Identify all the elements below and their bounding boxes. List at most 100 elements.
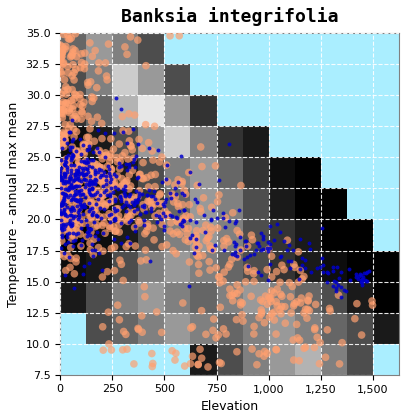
Point <box>99 323 106 330</box>
Point <box>67 175 74 182</box>
Point <box>283 247 290 254</box>
Point <box>197 208 204 215</box>
Point <box>102 186 109 193</box>
Point <box>98 178 105 185</box>
Point <box>328 283 335 290</box>
Point <box>145 145 152 152</box>
Point <box>102 175 109 181</box>
Point <box>90 156 96 163</box>
Point <box>67 147 73 154</box>
Point <box>61 193 67 200</box>
Point <box>143 257 149 263</box>
Point <box>177 153 184 160</box>
Point <box>141 206 147 213</box>
Point <box>126 198 132 205</box>
Point <box>136 171 143 178</box>
Point <box>135 326 141 333</box>
Point <box>67 181 73 188</box>
Point <box>59 114 65 121</box>
Point <box>209 327 216 334</box>
Point <box>115 205 121 212</box>
Point <box>202 222 209 228</box>
Point <box>100 183 106 189</box>
Point <box>74 188 81 195</box>
Point <box>129 199 135 206</box>
Point <box>132 222 138 229</box>
Point <box>109 176 115 183</box>
Point <box>105 341 112 347</box>
Point <box>106 197 113 204</box>
Point <box>72 152 78 159</box>
Point <box>85 163 92 169</box>
Point <box>87 196 94 203</box>
Point <box>156 159 162 165</box>
Point <box>60 99 66 105</box>
Point <box>99 171 106 178</box>
Point <box>170 231 176 237</box>
Point <box>118 163 124 169</box>
Point <box>231 290 237 297</box>
Point <box>57 207 64 214</box>
Point <box>315 360 322 367</box>
Point <box>126 219 132 226</box>
Point <box>112 196 118 202</box>
Point <box>75 215 81 222</box>
Point <box>74 168 80 175</box>
Point <box>232 218 239 225</box>
Point <box>65 193 71 200</box>
Point <box>72 170 79 176</box>
Point <box>294 335 300 341</box>
Point <box>97 197 104 204</box>
Point <box>64 130 70 136</box>
Point <box>102 202 108 208</box>
Point <box>259 298 265 305</box>
Point <box>87 178 93 185</box>
Point <box>85 143 92 150</box>
Point <box>58 222 64 229</box>
Point <box>286 241 292 248</box>
Point <box>62 100 68 107</box>
Point <box>135 195 141 202</box>
Point <box>92 247 98 253</box>
Point <box>144 223 151 230</box>
Point <box>190 249 197 256</box>
Point <box>84 158 91 165</box>
Point <box>60 171 67 177</box>
Point <box>72 188 78 194</box>
Point <box>311 301 318 308</box>
Point <box>228 292 235 299</box>
Point <box>57 42 64 48</box>
Point <box>257 307 264 313</box>
Point <box>144 221 151 228</box>
Point <box>64 227 70 234</box>
Point <box>254 269 260 276</box>
Point <box>68 211 74 218</box>
Point <box>100 347 106 354</box>
Point <box>79 110 85 116</box>
Point <box>74 197 80 204</box>
Point <box>77 95 83 102</box>
Point <box>87 187 94 194</box>
Point <box>92 191 98 197</box>
Point <box>130 159 136 165</box>
Point <box>66 175 72 181</box>
Point <box>171 181 178 188</box>
Point <box>85 181 92 187</box>
Point <box>129 147 135 153</box>
Point <box>58 165 64 171</box>
Point <box>337 284 344 291</box>
Point <box>192 236 198 243</box>
Point <box>116 141 122 147</box>
Point <box>64 152 71 158</box>
Point <box>187 325 194 331</box>
Point <box>255 350 262 357</box>
Point <box>138 312 145 319</box>
Point <box>62 210 68 217</box>
Point <box>64 164 70 171</box>
Point <box>164 178 171 185</box>
Point <box>124 166 130 173</box>
Point <box>79 204 85 211</box>
Point <box>94 213 100 220</box>
Point <box>89 205 95 212</box>
Point <box>272 331 279 337</box>
